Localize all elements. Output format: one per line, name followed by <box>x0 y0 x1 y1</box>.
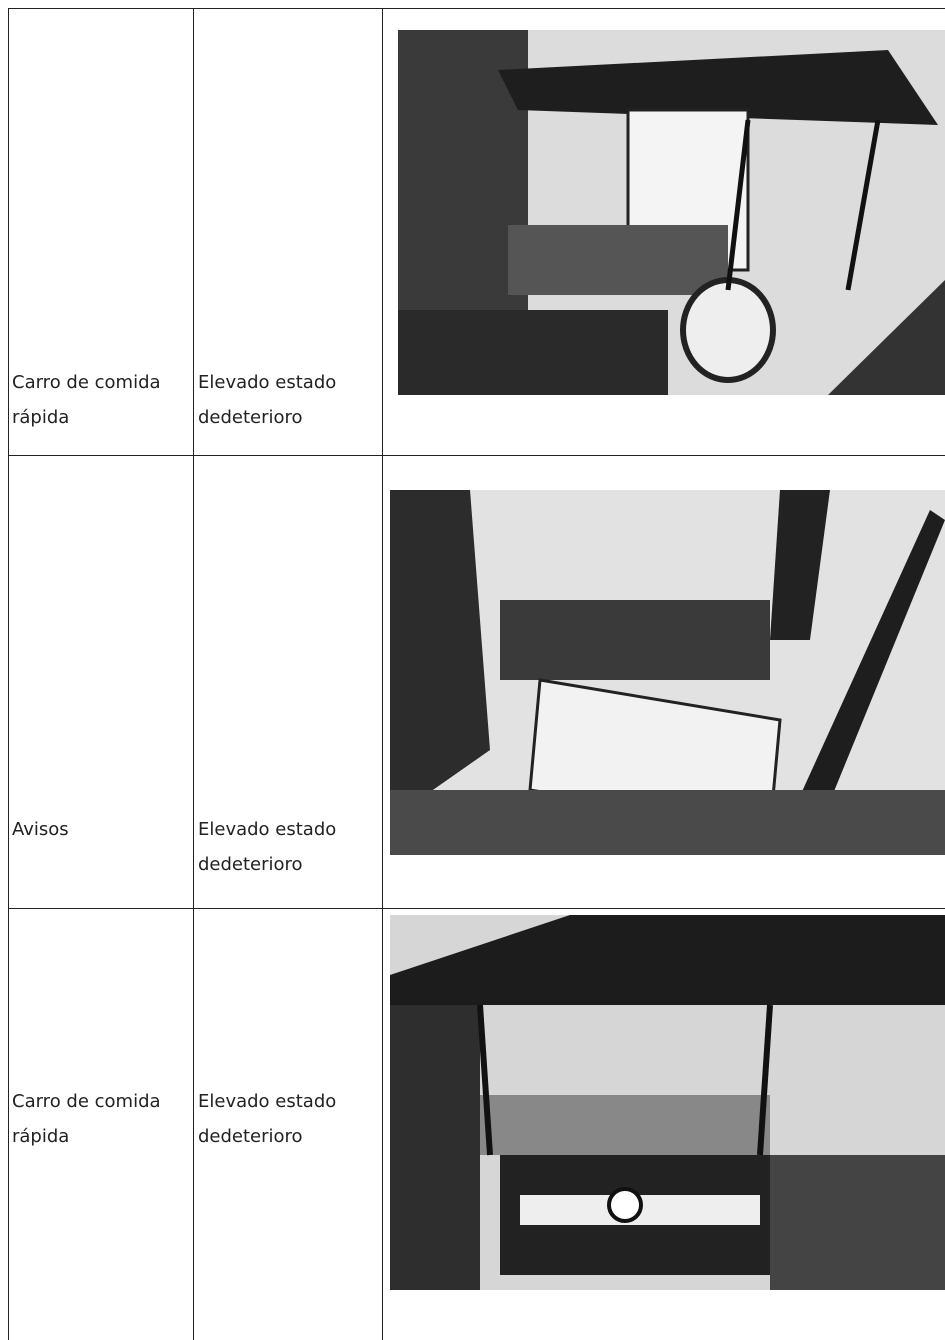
row-divider <box>8 455 945 456</box>
cell-item: Avisos <box>12 819 69 840</box>
cell-state: Elevado estado dedeterioro <box>198 372 337 428</box>
cell-state: Elevado estado dedeterioro <box>198 819 337 875</box>
photo <box>390 490 945 855</box>
row-divider <box>8 908 945 909</box>
photo <box>390 915 945 1290</box>
cell-item: Carro de comida rápida <box>12 1091 161 1147</box>
table-border <box>8 8 945 9</box>
column-divider <box>382 8 383 1340</box>
photo <box>398 30 945 395</box>
column-divider <box>193 8 194 1340</box>
cell-item: Carro de comida rápida <box>12 372 161 428</box>
cell-state: Elevado estado dedeterioro <box>198 1091 337 1147</box>
table-border <box>8 8 9 1340</box>
